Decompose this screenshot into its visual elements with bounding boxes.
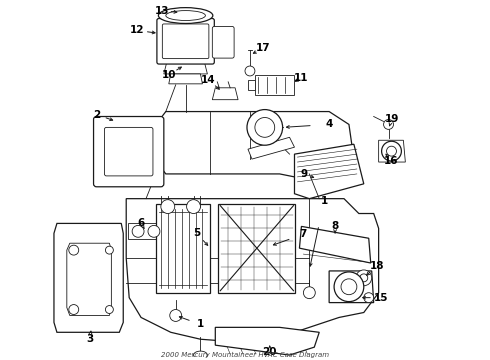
Polygon shape xyxy=(379,140,405,162)
Polygon shape xyxy=(294,144,364,199)
Polygon shape xyxy=(248,80,255,90)
Text: 9: 9 xyxy=(301,169,308,179)
Circle shape xyxy=(161,200,175,213)
Text: 10: 10 xyxy=(162,70,176,80)
Polygon shape xyxy=(156,112,354,177)
Ellipse shape xyxy=(194,351,207,359)
Text: 19: 19 xyxy=(384,114,399,125)
Circle shape xyxy=(360,274,368,282)
Ellipse shape xyxy=(166,10,205,21)
Text: 17: 17 xyxy=(255,43,270,53)
Text: 14: 14 xyxy=(201,75,216,85)
Polygon shape xyxy=(212,88,238,100)
FancyBboxPatch shape xyxy=(94,117,164,187)
Circle shape xyxy=(247,109,283,145)
Circle shape xyxy=(69,305,79,315)
Circle shape xyxy=(105,246,113,254)
Circle shape xyxy=(105,306,113,314)
Text: 20: 20 xyxy=(263,347,277,357)
FancyBboxPatch shape xyxy=(157,18,214,64)
Circle shape xyxy=(334,272,364,302)
Polygon shape xyxy=(164,62,207,74)
Circle shape xyxy=(364,293,374,303)
Text: 8: 8 xyxy=(331,221,339,231)
Text: 15: 15 xyxy=(373,293,388,303)
Text: 12: 12 xyxy=(130,26,145,35)
Circle shape xyxy=(356,270,372,286)
Circle shape xyxy=(245,66,255,76)
Polygon shape xyxy=(329,271,374,303)
Polygon shape xyxy=(215,327,319,355)
Polygon shape xyxy=(169,74,202,84)
Circle shape xyxy=(69,245,79,255)
Text: 7: 7 xyxy=(300,229,307,239)
Circle shape xyxy=(132,225,144,237)
Text: 13: 13 xyxy=(155,6,169,15)
FancyBboxPatch shape xyxy=(162,24,209,59)
Text: 16: 16 xyxy=(384,156,399,166)
Bar xyxy=(218,204,295,293)
Circle shape xyxy=(187,200,200,213)
Bar xyxy=(156,204,210,293)
Polygon shape xyxy=(128,224,164,239)
Circle shape xyxy=(384,120,393,129)
Text: 6: 6 xyxy=(137,219,145,228)
Text: 2000 Mercury Mountaineer HVAC Case Diagram: 2000 Mercury Mountaineer HVAC Case Diagr… xyxy=(161,352,329,358)
Text: 18: 18 xyxy=(369,261,384,271)
Circle shape xyxy=(170,310,182,321)
Circle shape xyxy=(341,279,357,295)
Polygon shape xyxy=(255,75,294,95)
Text: 4: 4 xyxy=(325,120,333,130)
Text: 5: 5 xyxy=(193,228,200,238)
Polygon shape xyxy=(299,226,371,263)
Text: 11: 11 xyxy=(294,73,309,83)
Polygon shape xyxy=(248,137,294,159)
Polygon shape xyxy=(67,243,111,315)
Text: 1: 1 xyxy=(197,319,204,329)
Polygon shape xyxy=(126,199,379,342)
Text: 1: 1 xyxy=(320,195,328,206)
Text: 3: 3 xyxy=(86,334,93,344)
Circle shape xyxy=(382,141,401,161)
FancyBboxPatch shape xyxy=(104,127,153,176)
Text: 2: 2 xyxy=(93,109,100,120)
FancyBboxPatch shape xyxy=(212,26,234,58)
Circle shape xyxy=(387,146,396,156)
Circle shape xyxy=(255,117,275,137)
Polygon shape xyxy=(54,224,123,332)
Circle shape xyxy=(303,287,315,299)
Circle shape xyxy=(148,225,160,237)
Ellipse shape xyxy=(158,8,213,23)
